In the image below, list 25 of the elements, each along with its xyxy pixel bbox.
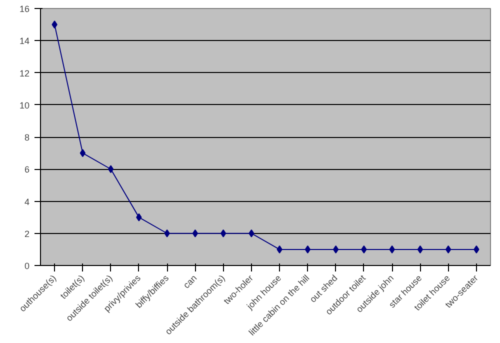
y-tick-label: 0 bbox=[24, 261, 30, 271]
point bbox=[417, 245, 424, 254]
point bbox=[445, 245, 452, 254]
point bbox=[136, 213, 142, 222]
y-tick-label: 10 bbox=[19, 100, 30, 110]
point bbox=[164, 229, 170, 238]
point bbox=[52, 20, 58, 29]
point bbox=[220, 229, 226, 238]
point bbox=[304, 245, 311, 254]
point bbox=[80, 149, 86, 158]
point bbox=[474, 245, 480, 254]
point bbox=[248, 229, 254, 238]
y-tick-label: 6 bbox=[24, 164, 30, 175]
point bbox=[389, 245, 395, 254]
point bbox=[192, 229, 198, 238]
y-tick-label: 4 bbox=[24, 196, 30, 207]
y-tick-label: 14 bbox=[19, 36, 30, 46]
y-tick-label: 16 bbox=[19, 4, 30, 14]
point bbox=[276, 245, 282, 254]
y-tick-label: 12 bbox=[19, 68, 30, 78]
point bbox=[361, 245, 367, 254]
point bbox=[332, 245, 339, 254]
point bbox=[108, 165, 114, 174]
y-tick-label: 2 bbox=[24, 228, 30, 239]
y-tick-label: 8 bbox=[24, 132, 30, 142]
